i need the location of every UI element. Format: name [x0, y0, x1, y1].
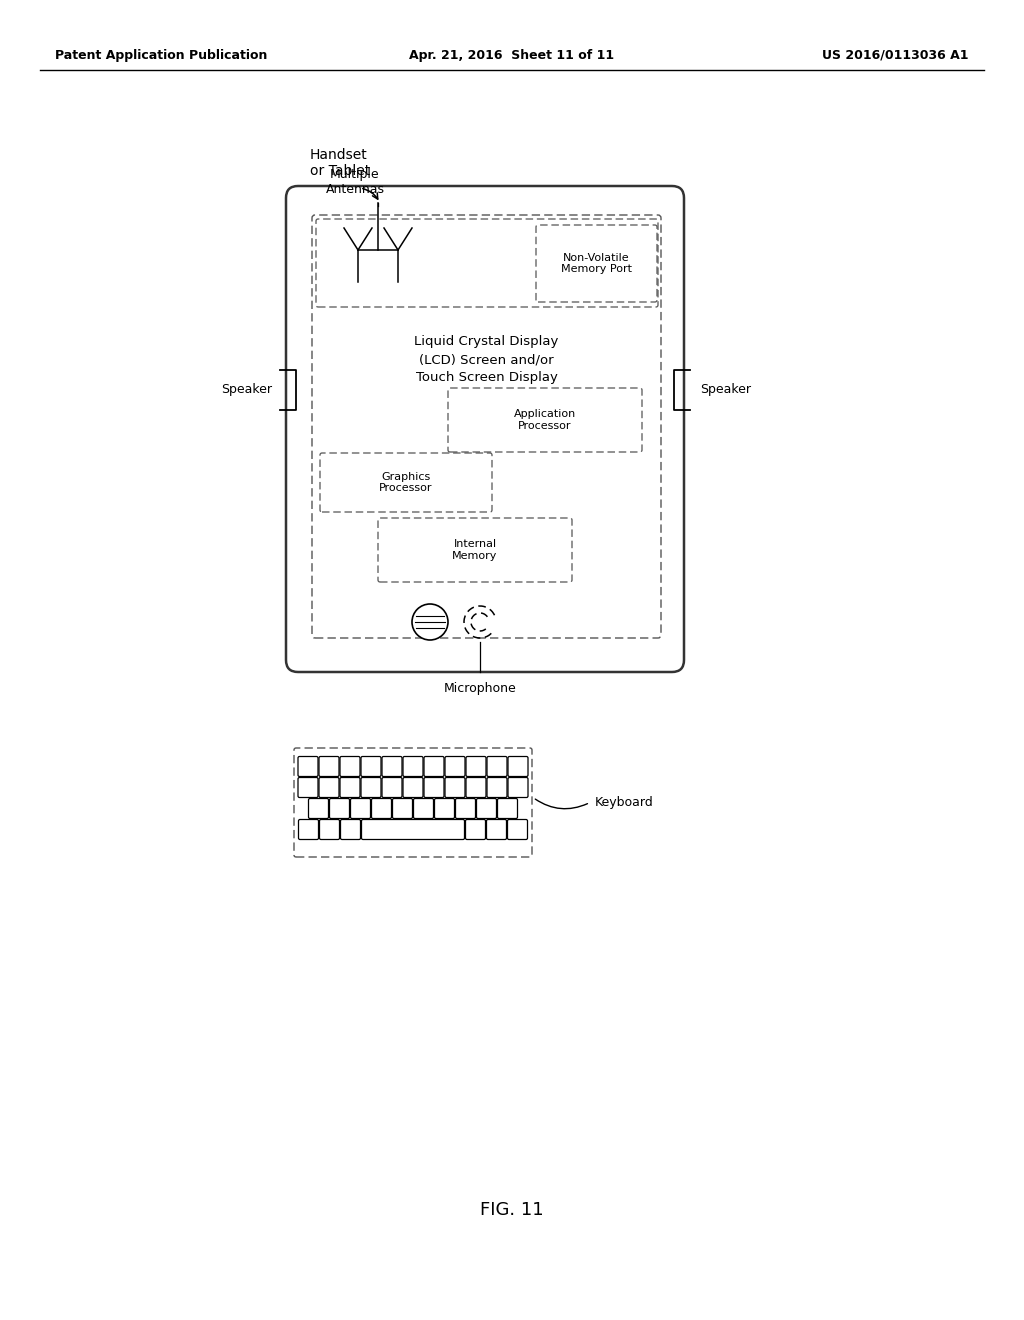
Text: Liquid Crystal Display
(LCD) Screen and/or
Touch Screen Display: Liquid Crystal Display (LCD) Screen and/…: [415, 335, 559, 384]
FancyBboxPatch shape: [536, 224, 657, 302]
FancyBboxPatch shape: [298, 756, 318, 776]
FancyBboxPatch shape: [312, 215, 662, 638]
FancyBboxPatch shape: [319, 756, 339, 776]
FancyBboxPatch shape: [341, 820, 360, 840]
FancyBboxPatch shape: [382, 756, 402, 776]
FancyBboxPatch shape: [508, 756, 528, 776]
Text: US 2016/0113036 A1: US 2016/0113036 A1: [822, 49, 969, 62]
FancyBboxPatch shape: [340, 756, 360, 776]
FancyBboxPatch shape: [456, 799, 475, 818]
Text: Keyboard: Keyboard: [595, 796, 653, 809]
FancyBboxPatch shape: [392, 799, 413, 818]
FancyBboxPatch shape: [449, 388, 642, 451]
FancyBboxPatch shape: [298, 777, 318, 797]
FancyBboxPatch shape: [466, 777, 486, 797]
Text: Speaker: Speaker: [700, 384, 751, 396]
Text: Patent Application Publication: Patent Application Publication: [55, 49, 267, 62]
Text: Handset
or Tablet: Handset or Tablet: [310, 148, 371, 178]
FancyBboxPatch shape: [414, 799, 433, 818]
FancyBboxPatch shape: [476, 799, 497, 818]
FancyBboxPatch shape: [319, 820, 340, 840]
Circle shape: [412, 605, 449, 640]
Text: Non-Volatile
Memory Port: Non-Volatile Memory Port: [561, 252, 632, 275]
Text: Apr. 21, 2016  Sheet 11 of 11: Apr. 21, 2016 Sheet 11 of 11: [410, 49, 614, 62]
FancyBboxPatch shape: [319, 453, 492, 512]
FancyBboxPatch shape: [486, 820, 507, 840]
Text: Internal
Memory: Internal Memory: [453, 539, 498, 561]
FancyBboxPatch shape: [403, 756, 423, 776]
FancyBboxPatch shape: [508, 820, 527, 840]
FancyBboxPatch shape: [319, 777, 339, 797]
FancyBboxPatch shape: [434, 799, 455, 818]
FancyBboxPatch shape: [424, 777, 444, 797]
FancyBboxPatch shape: [350, 799, 371, 818]
Text: Application
Processor: Application Processor: [514, 409, 577, 430]
FancyBboxPatch shape: [340, 777, 360, 797]
FancyBboxPatch shape: [294, 748, 532, 857]
FancyBboxPatch shape: [330, 799, 349, 818]
FancyBboxPatch shape: [466, 820, 485, 840]
FancyBboxPatch shape: [487, 756, 507, 776]
FancyBboxPatch shape: [308, 799, 329, 818]
FancyBboxPatch shape: [361, 777, 381, 797]
Text: Multiple
Antennas: Multiple Antennas: [326, 168, 384, 195]
FancyBboxPatch shape: [361, 756, 381, 776]
Text: Graphics
Processor: Graphics Processor: [379, 471, 433, 494]
Text: Microphone: Microphone: [443, 682, 516, 696]
FancyBboxPatch shape: [299, 820, 318, 840]
FancyBboxPatch shape: [316, 219, 658, 308]
FancyBboxPatch shape: [466, 756, 486, 776]
FancyBboxPatch shape: [424, 756, 444, 776]
FancyBboxPatch shape: [445, 756, 465, 776]
FancyBboxPatch shape: [372, 799, 391, 818]
FancyBboxPatch shape: [361, 820, 465, 840]
FancyBboxPatch shape: [286, 186, 684, 672]
Text: Speaker: Speaker: [221, 384, 272, 396]
FancyBboxPatch shape: [378, 517, 572, 582]
FancyBboxPatch shape: [403, 777, 423, 797]
FancyBboxPatch shape: [508, 777, 528, 797]
FancyBboxPatch shape: [382, 777, 402, 797]
Text: FIG. 11: FIG. 11: [480, 1201, 544, 1218]
FancyBboxPatch shape: [498, 799, 517, 818]
FancyBboxPatch shape: [445, 777, 465, 797]
FancyBboxPatch shape: [487, 777, 507, 797]
